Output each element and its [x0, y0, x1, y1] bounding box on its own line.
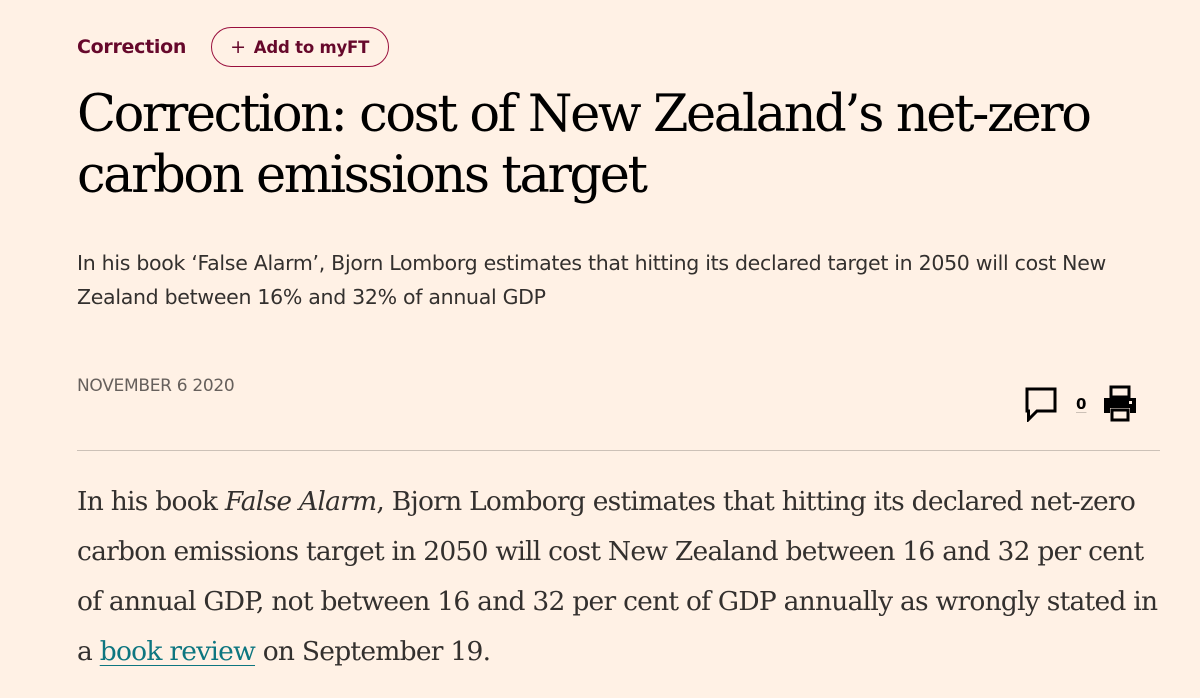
divider: [77, 450, 1160, 451]
print-button[interactable]: [1102, 385, 1138, 423]
comment-count[interactable]: 0: [1076, 395, 1087, 413]
article-tools: 0: [1024, 384, 1138, 424]
speech-bubble-icon: [1025, 387, 1057, 422]
topic-link[interactable]: Correction: [77, 36, 187, 58]
publish-date: NOVEMBER 6 2020: [77, 376, 235, 396]
article-body: In his book False Alarm, Bjorn Lomborg e…: [77, 477, 1172, 677]
add-to-myft-label: Add to myFT: [253, 37, 370, 57]
comments-button[interactable]: 0: [1024, 386, 1086, 422]
article-standfirst: In his book ‘False Alarm’, Bjorn Lomborg…: [77, 251, 1106, 309]
plus-icon: +: [230, 35, 246, 58]
add-to-myft-button[interactable]: + Add to myFT: [211, 27, 390, 67]
book-review-link[interactable]: book review: [99, 636, 256, 667]
article-headline: Correction: cost of New Zealand’s net-ze…: [77, 85, 1092, 205]
printer-icon: [1104, 385, 1137, 422]
body-text-part: In his book: [77, 486, 225, 517]
topic-row: Correction + Add to myFT: [77, 27, 390, 67]
body-text-part: , Bjorn Lomborg estimates that hitting i…: [77, 486, 1158, 667]
book-title: False Alarm: [224, 486, 377, 517]
body-text-part: on September 19.: [255, 636, 491, 667]
